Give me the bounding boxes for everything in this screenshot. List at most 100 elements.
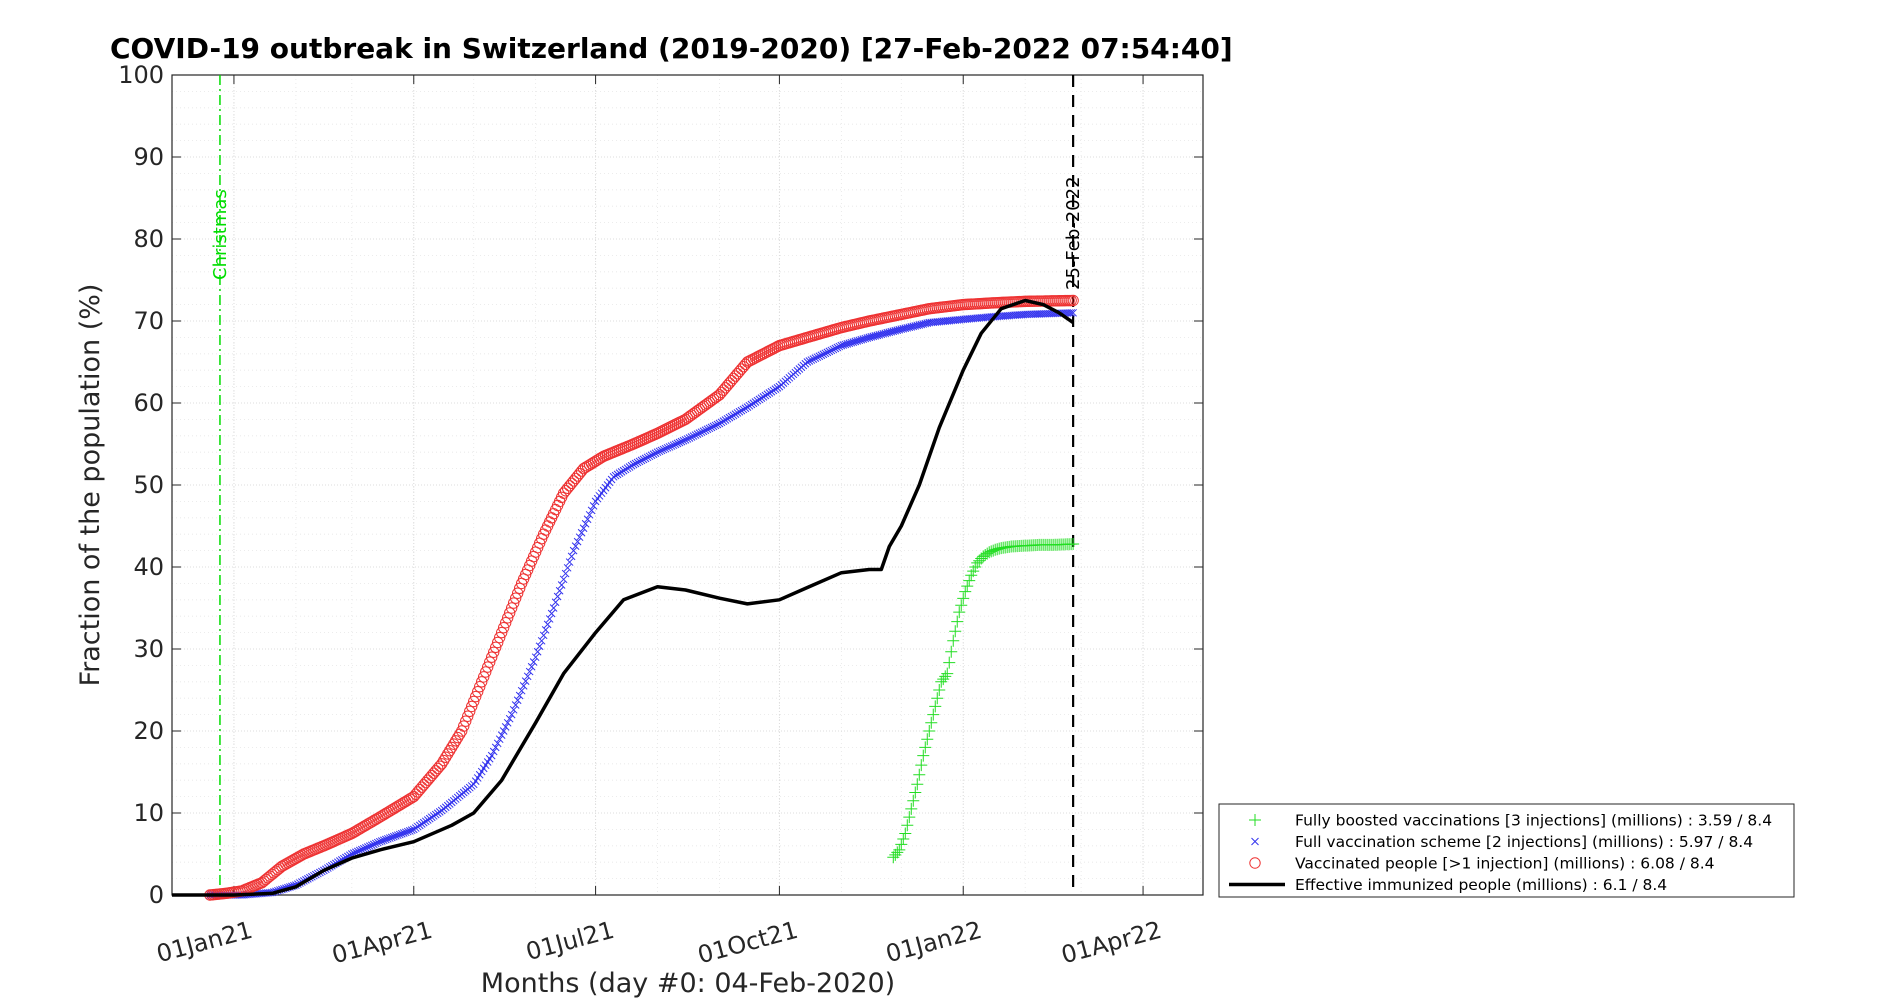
data-point xyxy=(897,832,910,845)
data-point xyxy=(811,354,820,362)
data-point xyxy=(717,418,726,427)
data-point xyxy=(487,751,496,760)
data-point xyxy=(479,666,492,678)
data-point xyxy=(707,423,716,432)
data-point xyxy=(703,396,716,408)
data-point xyxy=(681,436,690,444)
chart-title: COVID-19 outbreak in Switzerland (2019-2… xyxy=(110,32,1233,65)
data-point xyxy=(929,700,942,713)
data-point xyxy=(450,735,462,747)
data-point xyxy=(414,783,426,796)
data-point xyxy=(470,690,482,703)
data-point xyxy=(959,585,972,598)
data-point xyxy=(627,461,636,470)
data-point xyxy=(905,802,918,815)
data-point xyxy=(729,370,742,382)
data-point xyxy=(655,447,664,456)
data-point xyxy=(709,422,718,431)
data-point xyxy=(442,748,454,760)
data-point xyxy=(721,416,730,424)
data-point xyxy=(365,842,374,850)
data-point xyxy=(529,658,538,666)
data-point xyxy=(643,453,652,462)
data-point xyxy=(691,405,704,417)
data-point xyxy=(625,463,634,471)
data-point xyxy=(367,841,376,850)
data-point xyxy=(395,830,404,839)
data-point xyxy=(472,685,484,698)
data-point xyxy=(659,445,668,454)
data-point xyxy=(923,725,936,737)
data-point xyxy=(683,435,692,443)
data-point xyxy=(359,844,368,853)
data-point xyxy=(458,720,470,732)
data-point xyxy=(821,349,830,358)
y-tick-label: 90 xyxy=(133,143,164,171)
legend-entry: Fully boosted vaccinations [3 injections… xyxy=(1295,812,1772,830)
data-point xyxy=(543,620,552,629)
data-point xyxy=(551,598,560,607)
data-point xyxy=(909,786,922,799)
data-point xyxy=(495,735,504,744)
y-tick-label: 70 xyxy=(133,307,164,335)
data-point xyxy=(653,448,662,457)
data-point xyxy=(501,723,510,731)
data-point xyxy=(503,718,512,727)
data-point xyxy=(941,667,954,680)
x-tick-label: 01Jan22 xyxy=(883,916,985,968)
data-point xyxy=(503,607,516,619)
data-point xyxy=(361,843,370,852)
data-point xyxy=(825,347,834,356)
data-point xyxy=(813,353,822,362)
data-point xyxy=(639,455,648,464)
data-point xyxy=(695,429,704,438)
data-point xyxy=(685,409,698,421)
data-point xyxy=(555,586,564,595)
data-point xyxy=(497,731,506,739)
data-point xyxy=(565,558,574,566)
data-point xyxy=(493,739,502,748)
data-point xyxy=(393,831,402,840)
data-point xyxy=(689,432,698,440)
data-point xyxy=(613,470,622,479)
data-point xyxy=(817,351,826,360)
data-point xyxy=(727,412,736,421)
data-point xyxy=(489,641,502,654)
data-point xyxy=(713,420,722,429)
data-point xyxy=(523,672,532,681)
data-point xyxy=(669,441,678,450)
data-point xyxy=(707,393,720,405)
data-point xyxy=(573,537,582,546)
data-point xyxy=(947,634,960,647)
data-point xyxy=(741,404,750,413)
y-tick-label: 80 xyxy=(133,225,164,253)
data-point xyxy=(373,838,382,847)
x-tick-label: 01Apr22 xyxy=(1058,916,1164,970)
data-point xyxy=(949,625,962,638)
data-point xyxy=(701,397,714,410)
data-point xyxy=(637,456,646,465)
data-point xyxy=(481,661,494,673)
data-point xyxy=(420,776,432,789)
data-point xyxy=(901,819,914,832)
data-point xyxy=(899,827,912,840)
data-point xyxy=(765,389,774,397)
data-point xyxy=(531,653,540,662)
data-point xyxy=(687,433,696,441)
data-point xyxy=(693,430,702,438)
data-point xyxy=(525,667,534,676)
data-point xyxy=(511,587,524,599)
data-point xyxy=(436,758,448,770)
data-point xyxy=(462,710,474,722)
annotation-label: Christmas xyxy=(210,189,231,280)
data-point xyxy=(1067,538,1080,551)
data-point xyxy=(385,834,394,842)
data-point xyxy=(387,833,396,842)
data-point xyxy=(835,342,844,351)
data-point xyxy=(661,444,670,453)
data-point xyxy=(507,710,516,719)
legend-box xyxy=(1218,803,1795,898)
data-point xyxy=(657,446,666,455)
data-point xyxy=(371,839,380,848)
data-point xyxy=(705,424,714,433)
